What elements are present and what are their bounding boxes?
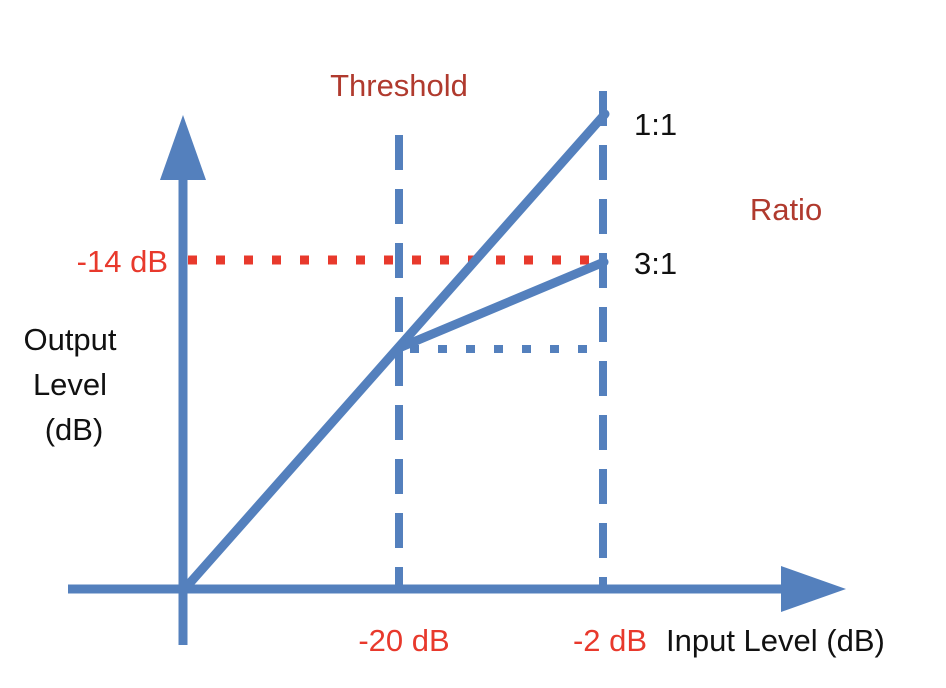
y-tick-label: -14 dB <box>77 244 168 279</box>
ratio-title: Ratio <box>750 192 822 227</box>
ratio-1-1-label: 1:1 <box>634 107 677 142</box>
ratio-3-1-label: 3:1 <box>634 246 677 281</box>
threshold-title: Threshold <box>330 68 468 103</box>
x-tick-input-label: -2 dB <box>573 623 647 658</box>
y-axis-arrowhead <box>160 115 206 180</box>
x-axis-label: Input Level (dB) <box>666 623 885 658</box>
x-tick-threshold-label: -20 dB <box>358 623 449 658</box>
y-axis-label-line3: (dB) <box>45 412 104 447</box>
ratio-3-1-line <box>394 257 609 353</box>
x-axis-arrowhead <box>781 566 846 612</box>
y-axis-label-line1: Output <box>23 322 116 357</box>
y-axis-label-line2: Level <box>33 367 107 402</box>
